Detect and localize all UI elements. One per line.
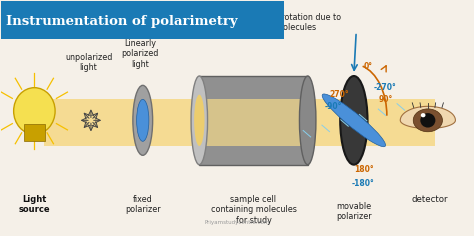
Text: Light
source: Light source [18, 195, 50, 214]
Text: fixed
polarizer: fixed polarizer [125, 195, 161, 214]
Ellipse shape [137, 99, 149, 141]
Text: unpolarized
light: unpolarized light [65, 53, 112, 72]
FancyBboxPatch shape [1, 1, 284, 39]
FancyBboxPatch shape [199, 99, 308, 146]
Text: 180°: 180° [354, 165, 374, 174]
Text: 90°: 90° [378, 95, 392, 104]
Text: -270°: -270° [374, 83, 396, 92]
Text: sample cell
containing molecules
for study: sample cell containing molecules for stu… [210, 195, 296, 225]
Text: -180°: -180° [352, 179, 375, 188]
Ellipse shape [420, 113, 436, 128]
FancyBboxPatch shape [24, 124, 45, 141]
Text: Priyamstudycentre.com: Priyamstudycentre.com [204, 220, 270, 225]
Polygon shape [400, 106, 456, 128]
Ellipse shape [300, 76, 316, 165]
Text: movable
polarizer: movable polarizer [336, 202, 372, 221]
Text: detector: detector [411, 195, 447, 204]
Text: Optical rotation due to
molecules: Optical rotation due to molecules [250, 13, 341, 33]
Ellipse shape [413, 109, 442, 132]
Ellipse shape [133, 85, 153, 155]
Text: 270°: 270° [329, 90, 348, 99]
Text: 0°: 0° [363, 62, 372, 71]
Ellipse shape [191, 76, 208, 165]
Ellipse shape [421, 113, 426, 117]
Ellipse shape [194, 95, 204, 146]
Text: Instrumentation of polarimetry: Instrumentation of polarimetry [6, 15, 238, 28]
Text: -90°: -90° [324, 102, 342, 111]
Ellipse shape [14, 88, 55, 134]
Ellipse shape [322, 94, 385, 147]
Text: Linearly
polarized
light: Linearly polarized light [122, 39, 159, 68]
Ellipse shape [340, 76, 367, 165]
FancyBboxPatch shape [44, 99, 435, 146]
FancyBboxPatch shape [199, 76, 308, 165]
